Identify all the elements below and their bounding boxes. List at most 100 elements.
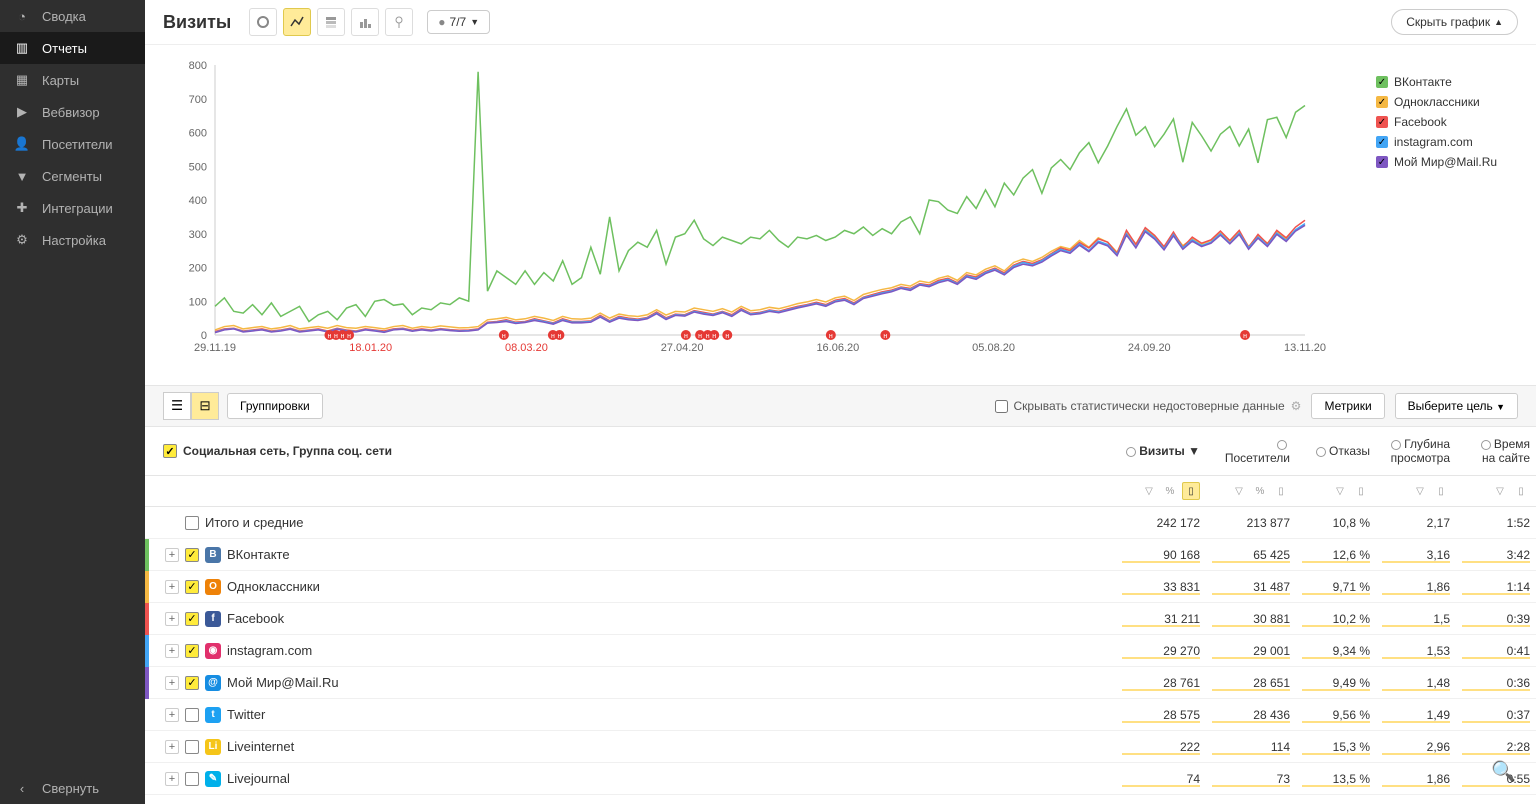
- row-name-cell[interactable]: + ✓ @ Мой Мир@Mail.Ru: [145, 667, 1116, 699]
- line-chart[interactable]: 010020030040050060070080029.11.1918.01.2…: [165, 55, 1356, 365]
- col-filter: ▽▯: [1456, 476, 1536, 506]
- svg-text:н: н: [684, 333, 688, 340]
- filter-icon[interactable]: ▽: [1411, 482, 1429, 500]
- view-tree-button[interactable]: ⊟: [191, 392, 219, 420]
- totals-depth: 2,17: [1376, 516, 1456, 530]
- data-table: ✓ Социальная сеть, Группа соц. сети Визи…: [145, 427, 1536, 804]
- search-fab[interactable]: 🔍: [1491, 759, 1516, 784]
- chart-type-stacked[interactable]: [317, 8, 345, 36]
- filter-icon[interactable]: ▽: [1491, 482, 1509, 500]
- bars-icon[interactable]: ▯: [1272, 482, 1290, 500]
- sidebar-item-2[interactable]: ▦Карты: [0, 64, 145, 96]
- row-name-cell[interactable]: + ✓ ◉ instagram.com: [145, 635, 1116, 667]
- expand-button[interactable]: +: [165, 644, 179, 658]
- gear-icon[interactable]: ⚙: [1291, 399, 1302, 413]
- table-header: ✓ Социальная сеть, Группа соц. сети Визи…: [145, 427, 1536, 476]
- percent-icon[interactable]: %: [1161, 482, 1179, 500]
- expand-button[interactable]: +: [165, 580, 179, 594]
- legend-item[interactable]: ✓Facebook: [1376, 115, 1516, 129]
- filter-icon[interactable]: ▽: [1230, 482, 1248, 500]
- cell-bounce: 12,6 %: [1296, 548, 1376, 562]
- col-header[interactable]: Визиты ▼: [1116, 427, 1206, 475]
- dimension-picker[interactable]: ● 7/7 ▼: [427, 10, 490, 34]
- expand-button[interactable]: +: [165, 548, 179, 562]
- network-icon: O: [205, 579, 221, 595]
- sidebar-item-label: Посетители: [42, 137, 113, 152]
- legend-label: instagram.com: [1394, 135, 1473, 149]
- totals-checkbox[interactable]: [185, 516, 199, 530]
- page-title: Визиты: [163, 12, 231, 33]
- view-list-button[interactable]: ☰: [163, 392, 191, 420]
- row-checkbox[interactable]: ✓: [185, 644, 199, 658]
- row-label: Twitter: [227, 707, 265, 722]
- col-header[interactable]: Отказы: [1296, 427, 1376, 475]
- sidebar-item-0[interactable]: ◔Сводка: [0, 0, 145, 32]
- sidebar-item-1[interactable]: ▥Отчеты: [0, 32, 145, 64]
- legend-item[interactable]: ✓Одноклассники: [1376, 95, 1516, 109]
- table-row: + ✎ Livejournal 74 73 13,5 % 1,86 0:55: [145, 763, 1536, 795]
- legend-label: Одноклассники: [1394, 95, 1480, 109]
- sidebar-item-3[interactable]: ▶Вебвизор: [0, 96, 145, 128]
- cell-visitors: 30 881: [1206, 612, 1296, 626]
- row-name-cell[interactable]: + Li Liveinternet: [145, 731, 1116, 763]
- hide-chart-button[interactable]: Скрыть график ▲: [1391, 9, 1518, 35]
- svg-text:18.01.20: 18.01.20: [349, 342, 392, 354]
- filter-icon[interactable]: ▽: [1140, 482, 1158, 500]
- legend-item[interactable]: ✓Мой Мир@Mail.Ru: [1376, 155, 1516, 169]
- row-checkbox[interactable]: ✓: [185, 612, 199, 626]
- row-name-cell[interactable]: + ✓ f Facebook: [145, 603, 1116, 635]
- expand-button[interactable]: +: [165, 740, 179, 754]
- col-header[interactable]: Посетители: [1206, 427, 1296, 475]
- sidebar-collapse[interactable]: ‹ Свернуть: [0, 772, 145, 804]
- legend-label: Facebook: [1394, 115, 1447, 129]
- cell-visitors: 28 651: [1206, 676, 1296, 690]
- row-checkbox[interactable]: [185, 740, 199, 754]
- chart-type-bar[interactable]: [351, 8, 379, 36]
- expand-button[interactable]: +: [165, 772, 179, 786]
- sidebar-item-7[interactable]: ⚙Настройка: [0, 224, 145, 256]
- chart-type-map[interactable]: [385, 8, 413, 36]
- row-name-cell[interactable]: + ✓ B ВКонтакте: [145, 539, 1116, 571]
- legend: ✓ВКонтакте ✓Одноклассники ✓Facebook ✓instag…: [1356, 55, 1516, 365]
- row-checkbox[interactable]: ✓: [185, 548, 199, 562]
- expand-button[interactable]: +: [165, 612, 179, 626]
- goal-select[interactable]: Выберите цель ▼: [1395, 393, 1518, 419]
- cell-visitors: 31 487: [1206, 580, 1296, 594]
- sidebar-item-5[interactable]: ▼Сегменты: [0, 160, 145, 192]
- row-checkbox[interactable]: [185, 772, 199, 786]
- chart-type-donut[interactable]: [249, 8, 277, 36]
- row-checkbox[interactable]: ✓: [185, 676, 199, 690]
- hide-insignificant-input[interactable]: [995, 400, 1008, 413]
- table-row: + ✓ B ВКонтакте 90 168 65 425 12,6 % 3,1…: [145, 539, 1536, 571]
- hide-insignificant-checkbox[interactable]: Скрывать статистически недостоверные дан…: [995, 399, 1302, 413]
- row-checkbox[interactable]: [185, 708, 199, 722]
- dimension-header[interactable]: ✓ Социальная сеть, Группа соц. сети: [145, 427, 1116, 475]
- groupings-button[interactable]: Группировки: [227, 393, 323, 419]
- percent-icon[interactable]: %: [1251, 482, 1269, 500]
- expand-button[interactable]: +: [165, 676, 179, 690]
- sidebar-item-4[interactable]: 👤Посетители: [0, 128, 145, 160]
- bars-icon[interactable]: ▯: [1352, 482, 1370, 500]
- svg-text:500: 500: [189, 161, 207, 173]
- svg-text:200: 200: [189, 263, 207, 275]
- sidebar-item-6[interactable]: ✚Интеграции: [0, 192, 145, 224]
- expand-button[interactable]: +: [165, 708, 179, 722]
- col-header[interactable]: Глубинапросмотра: [1376, 427, 1456, 475]
- svg-text:н: н: [341, 333, 345, 340]
- table-filters-row: ▽%▯▽%▯▽▯▽▯▽▯: [145, 476, 1536, 507]
- filter-icon[interactable]: ▽: [1331, 482, 1349, 500]
- chart-type-line[interactable]: [283, 8, 311, 36]
- legend-item[interactable]: ✓ВКонтакте: [1376, 75, 1516, 89]
- row-name-cell[interactable]: + ✓ O Одноклассники: [145, 571, 1116, 603]
- col-header[interactable]: Времяна сайте: [1456, 427, 1536, 475]
- check-all[interactable]: ✓: [163, 444, 177, 458]
- chevron-down-icon: ▼: [1496, 402, 1505, 412]
- bars-icon[interactable]: ▯: [1512, 482, 1530, 500]
- bars-icon[interactable]: ▯: [1432, 482, 1450, 500]
- row-checkbox[interactable]: ✓: [185, 580, 199, 594]
- row-name-cell[interactable]: + ✎ Livejournal: [145, 763, 1116, 795]
- row-name-cell[interactable]: + t Twitter: [145, 699, 1116, 731]
- legend-item[interactable]: ✓instagram.com: [1376, 135, 1516, 149]
- bars-icon[interactable]: ▯: [1182, 482, 1200, 500]
- metrics-button[interactable]: Метрики: [1311, 393, 1384, 419]
